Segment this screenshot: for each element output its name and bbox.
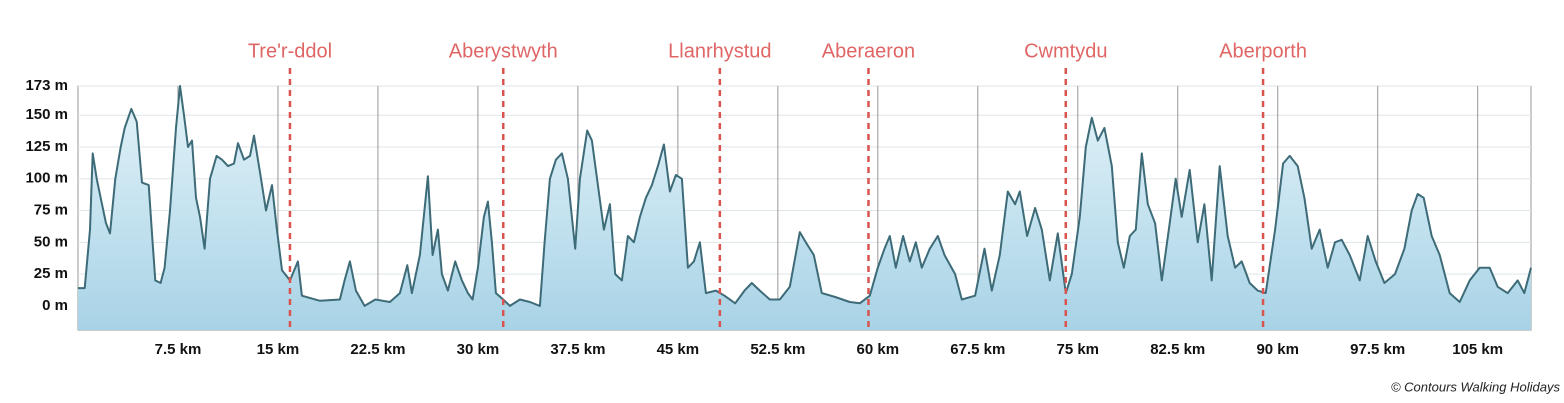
elevation-line — [78, 85, 1532, 307]
y-tick-label: 150 m — [25, 106, 68, 123]
x-tick-label: 82.5 km — [1150, 341, 1205, 358]
x-tick-label: 52.5 km — [750, 341, 805, 358]
y-tick-label: 173 m — [25, 77, 68, 94]
y-tick-label: 25 m — [34, 265, 68, 282]
y-tick-label: 100 m — [25, 170, 68, 187]
x-tick-label: 45 km — [657, 341, 700, 358]
x-tick-label: 22.5 km — [350, 341, 405, 358]
x-tick-label: 97.5 km — [1350, 341, 1405, 358]
x-tick-label: 75 km — [1056, 341, 1099, 358]
x-tick-label: 90 km — [1256, 341, 1299, 358]
location-label: Aberaeron — [822, 40, 915, 62]
x-tick-label: 105 km — [1452, 341, 1503, 358]
y-tick-label: 50 m — [34, 233, 68, 250]
x-tick-label: 7.5 km — [155, 341, 202, 358]
x-tick-label: 60 km — [857, 341, 900, 358]
location-label: Aberystwyth — [449, 40, 558, 62]
location-label: Aberporth — [1219, 40, 1307, 62]
x-tick-label: 67.5 km — [950, 341, 1005, 358]
credit: © Contours Walking Holidays — [1391, 379, 1561, 394]
location-label: Cwmtydu — [1024, 40, 1107, 62]
location-label: Tre'r-ddol — [248, 40, 332, 62]
x-tick-label: 37.5 km — [550, 341, 605, 358]
location-label: Llanrhystud — [668, 40, 771, 62]
y-tick-label: 0 m — [42, 297, 68, 314]
y-tick-label: 75 m — [34, 202, 68, 219]
y-tick-label: 125 m — [25, 138, 68, 155]
x-tick-label: 15 km — [257, 341, 300, 358]
x-tick-label: 30 km — [457, 341, 500, 358]
